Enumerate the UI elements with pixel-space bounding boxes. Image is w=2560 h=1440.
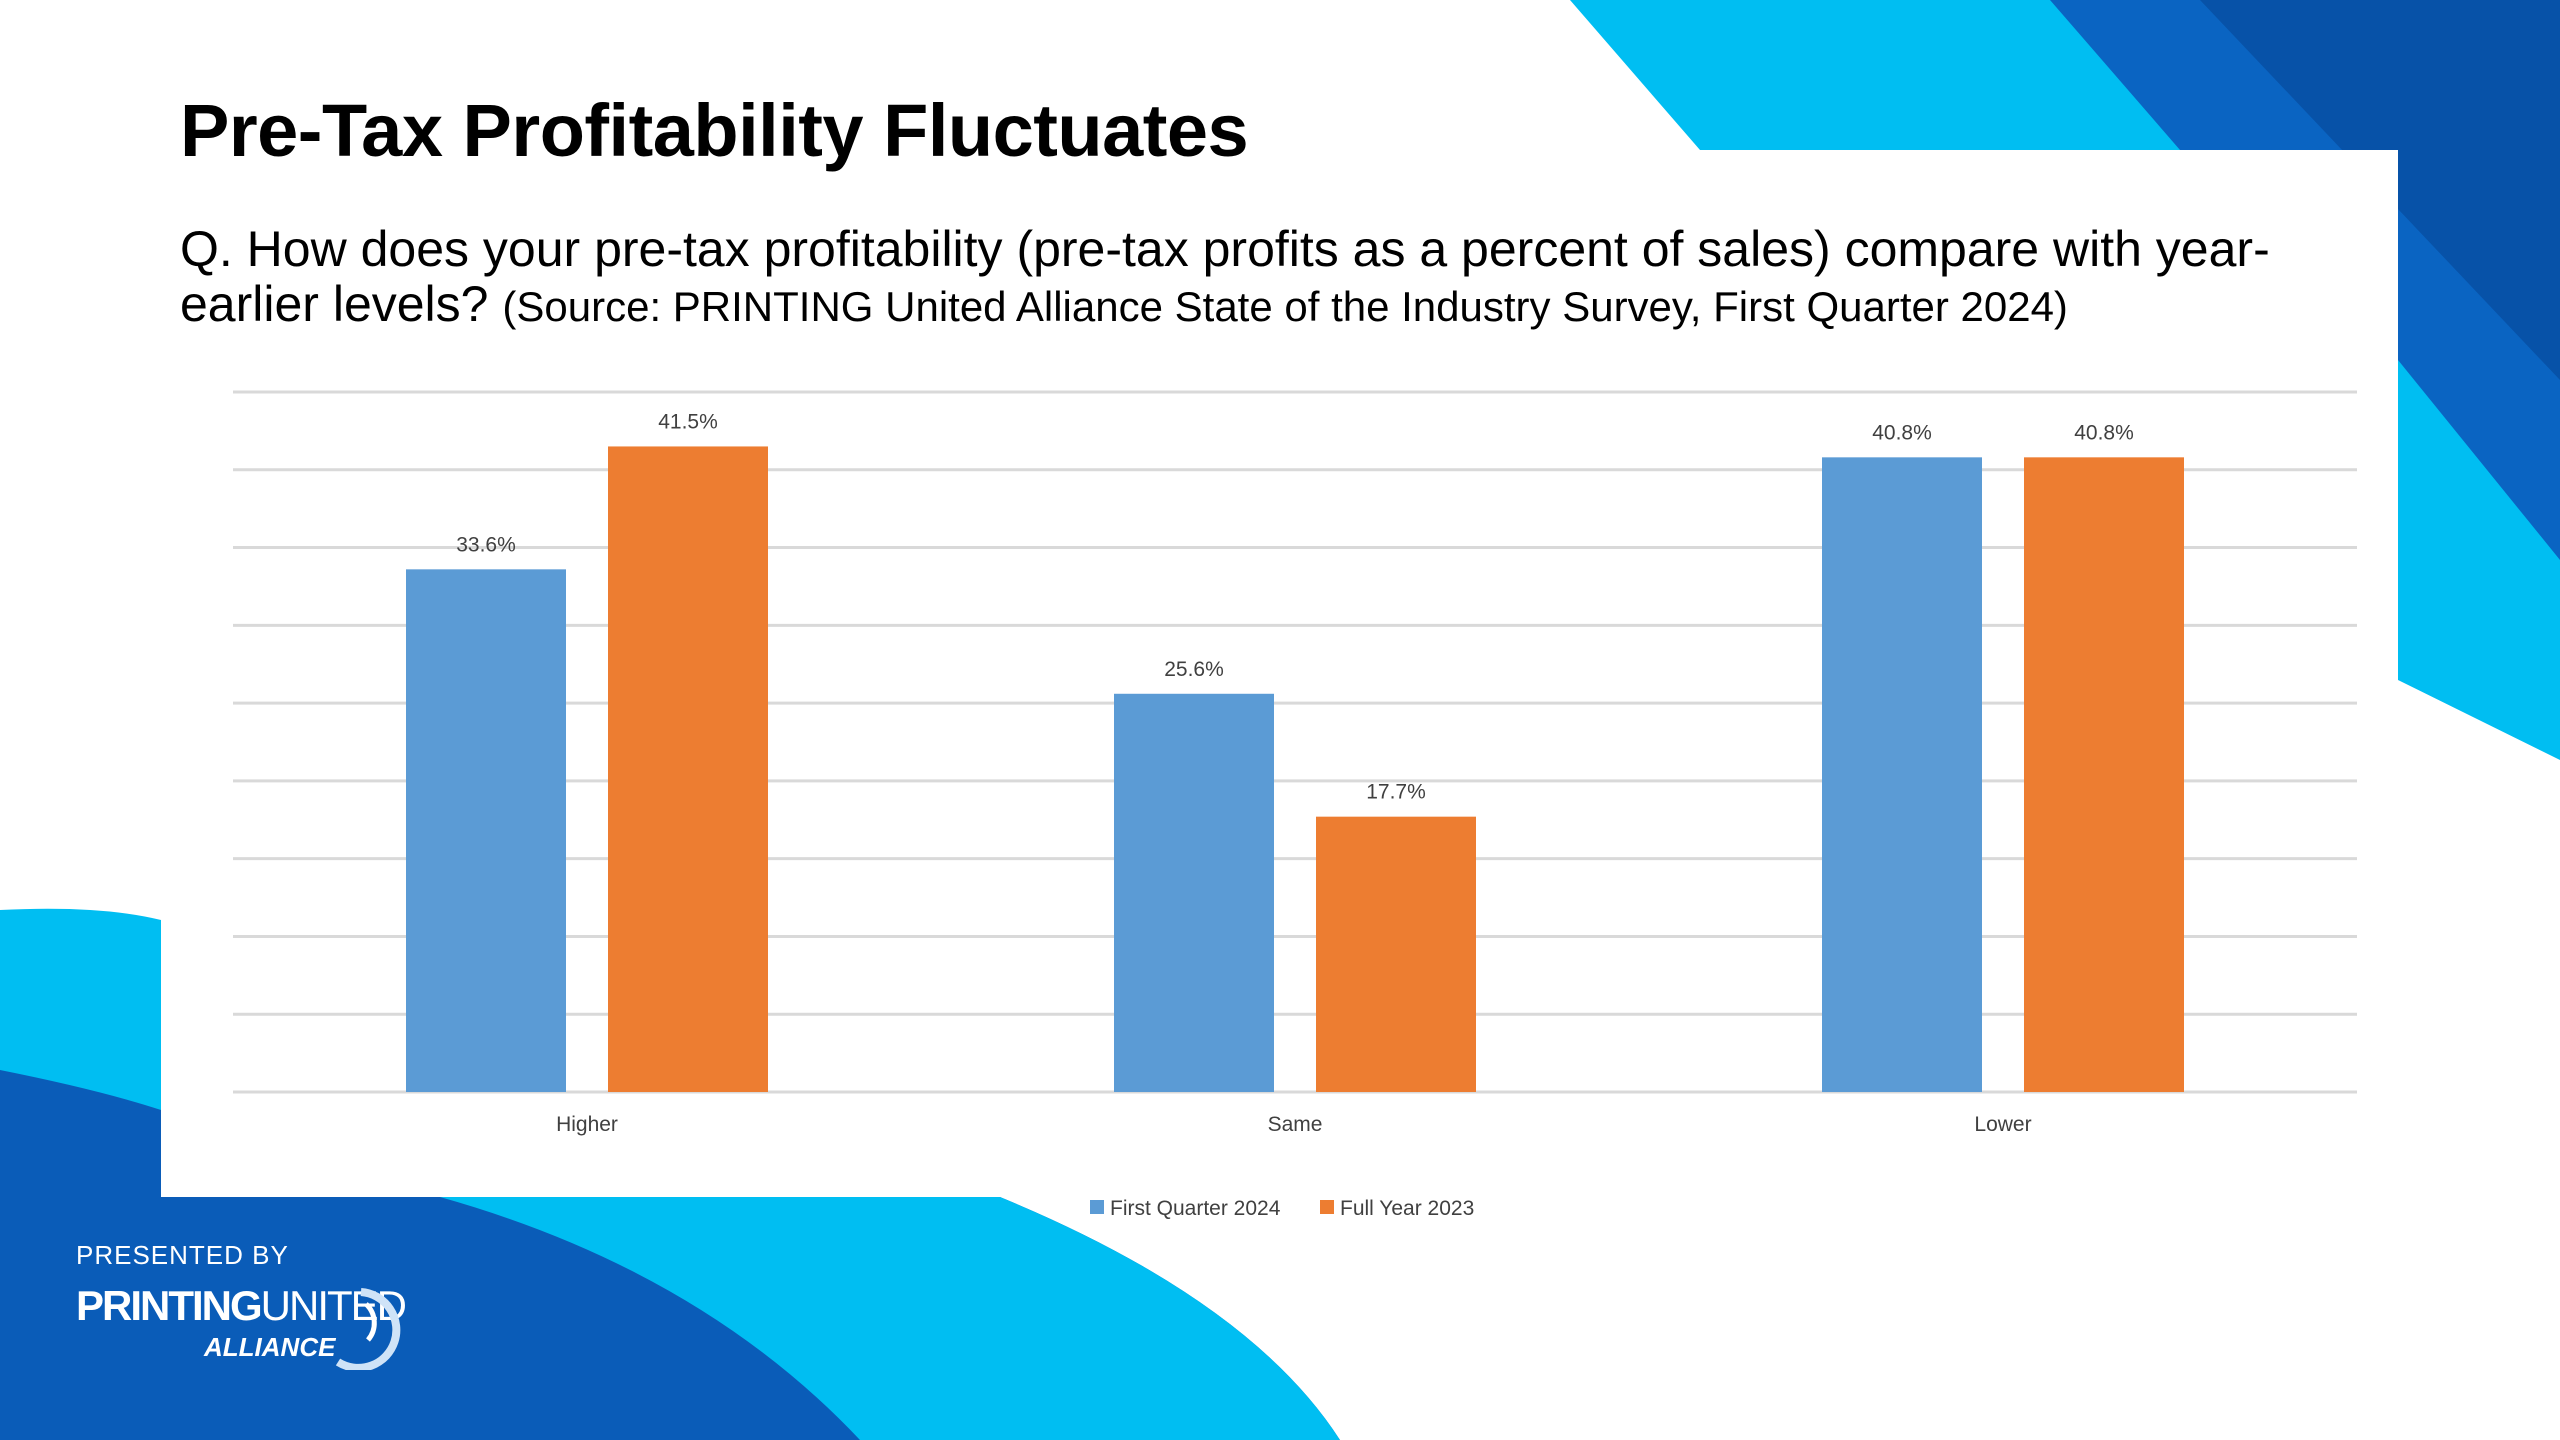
data-label: 25.6% xyxy=(1164,658,1224,681)
data-label: 41.5% xyxy=(658,410,718,433)
source-citation: (Source: PRINTING United Alliance State … xyxy=(502,283,2068,330)
bar-same-1 xyxy=(1316,816,1476,1092)
bar-same-0 xyxy=(1114,693,1274,1092)
bar-higher-0 xyxy=(406,569,566,1092)
svg-text:PRINTINGUNITED: PRINTINGUNITED xyxy=(76,1282,406,1329)
category-label: Same xyxy=(1268,1113,1323,1136)
legend-label: First Quarter 2024 xyxy=(1110,1197,1281,1220)
bar-higher-1 xyxy=(608,446,768,1092)
slide-title: Pre-Tax Profitability Fluctuates xyxy=(180,89,1249,172)
legend-swatch xyxy=(1320,1200,1334,1214)
data-label: 40.8% xyxy=(1872,421,1932,444)
bar-lower-0 xyxy=(1822,457,1982,1092)
category-label: Lower xyxy=(1974,1113,2031,1136)
data-label: 17.7% xyxy=(1366,781,1426,804)
question-text: Q. How does your pre-tax profitability (… xyxy=(180,221,2270,332)
bar-lower-1 xyxy=(2024,457,2184,1092)
data-label: 33.6% xyxy=(456,533,516,556)
legend-swatch xyxy=(1090,1200,1104,1214)
category-label: Higher xyxy=(556,1113,618,1136)
presented-by-label: PRESENTED BY xyxy=(76,1240,289,1270)
printing-united-alliance-logo: PRINTINGUNITED ALLIANCE xyxy=(76,1282,408,1370)
survey-question: Q. How does your pre-tax profitability (… xyxy=(180,222,2280,334)
legend-label: Full Year 2023 xyxy=(1340,1197,1474,1220)
svg-text:ALLIANCE: ALLIANCE xyxy=(203,1332,336,1362)
data-label: 40.8% xyxy=(2074,421,2134,444)
